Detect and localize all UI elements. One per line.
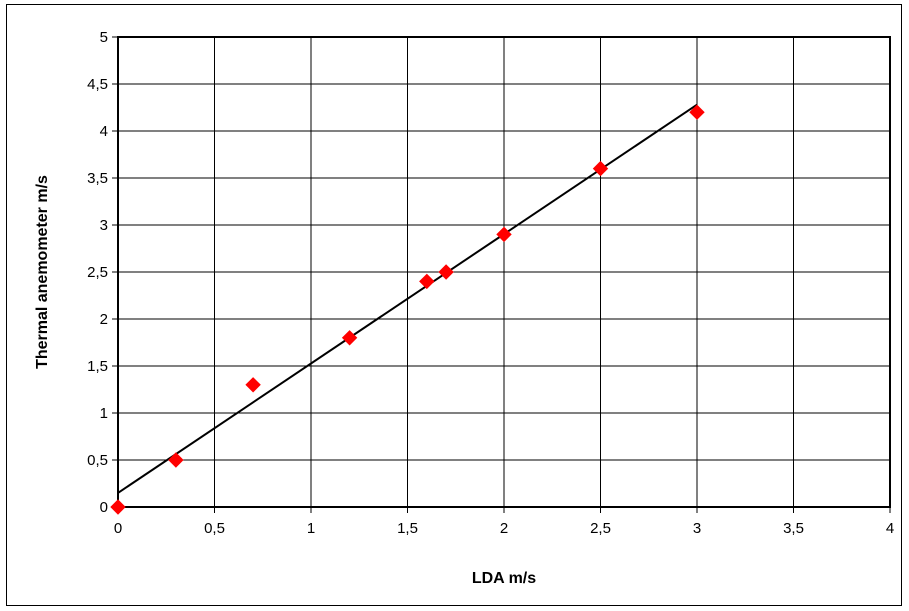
data-point xyxy=(110,499,126,515)
x-tick-label: 3 xyxy=(693,520,701,537)
data-point xyxy=(689,104,705,120)
data-point xyxy=(592,160,609,177)
data-points xyxy=(110,104,705,515)
y-tick-label: 5 xyxy=(100,29,108,46)
x-tick-label: 1,5 xyxy=(397,520,418,537)
grid xyxy=(117,36,891,508)
x-tick-label: 1 xyxy=(307,520,315,537)
data-point xyxy=(341,330,358,346)
x-axis-ticks: 0 0,5 1 1,5 2 2,5 3 3,5 4 xyxy=(114,507,894,537)
chart-frame: 0 0,5 1 1,5 2 2,5 3 3,5 4 4,5 5 0 0,5 1 1,5 2 2,5 3 3,5 4 … xyxy=(6,4,902,606)
data-point xyxy=(496,226,512,243)
y-tick-label: 2,5 xyxy=(87,264,108,281)
data-point xyxy=(245,377,261,393)
y-tick-label: 3,5 xyxy=(87,170,108,187)
x-tick-label: 4 xyxy=(886,520,894,537)
y-tick-label: 4 xyxy=(100,123,108,140)
y-tick-label: 1,5 xyxy=(87,358,108,375)
y-tick-label: 3 xyxy=(100,217,108,234)
x-axis-title: LDA m/s xyxy=(472,570,536,587)
data-point xyxy=(168,452,184,468)
y-axis-title: Thermal anemometer m/s xyxy=(34,175,51,369)
x-tick-label: 0 xyxy=(114,520,122,537)
y-tick-label: 4,5 xyxy=(87,76,108,93)
y-tick-label: 0 xyxy=(100,499,108,516)
y-tick-label: 0,5 xyxy=(87,452,108,469)
x-tick-label: 3,5 xyxy=(783,520,804,537)
y-axis-ticks: 0 0,5 1 1,5 2 2,5 3 3,5 4 4,5 5 xyxy=(87,29,118,516)
x-tick-label: 2 xyxy=(500,520,508,537)
x-tick-label: 2,5 xyxy=(590,520,611,537)
x-tick-label: 0,5 xyxy=(204,520,225,537)
data-point xyxy=(419,273,435,290)
y-tick-label: 1 xyxy=(100,405,108,422)
scatter-chart: 00,511,522,533,544,55 0 0,5 1 1,5 2 2,5 3 3,5 4 … xyxy=(34,29,894,587)
data-point xyxy=(438,264,454,280)
y-tick-label: 2 xyxy=(100,311,108,328)
